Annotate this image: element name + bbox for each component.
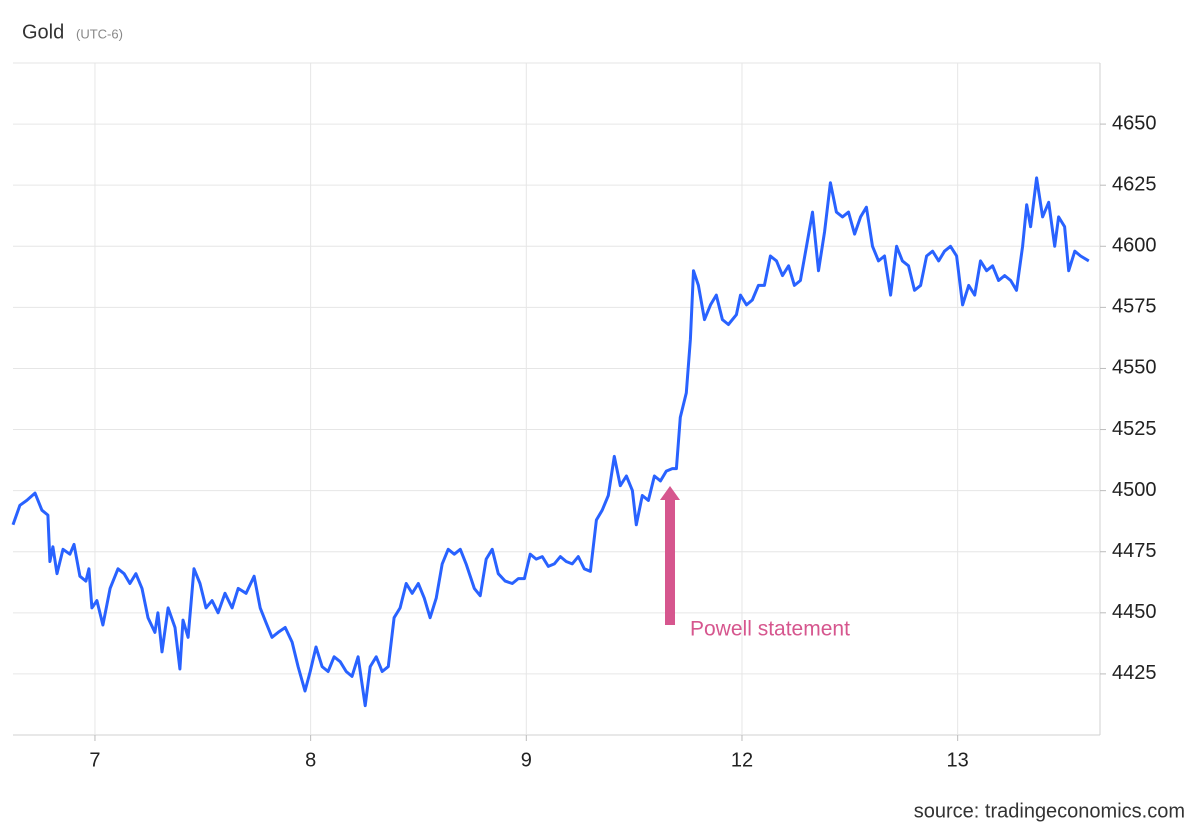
y-tick-label: 4600 [1112,235,1157,257]
annotation-arrow-shaft [665,500,675,625]
y-tick-label: 4525 [1112,418,1157,440]
x-tick-label: 12 [731,749,753,771]
y-tick-label: 4425 [1112,662,1157,684]
y-tick-label: 4500 [1112,479,1157,501]
chart-subtitle: (UTC-6) [76,26,123,41]
x-tick-label: 9 [521,749,532,771]
price-line [11,176,1090,708]
y-tick-label: 4650 [1112,112,1157,134]
source: source: tradingeconomics.com [914,800,1185,822]
y-tick-label: 4450 [1112,601,1157,623]
chart-title: Gold [22,21,64,43]
grid: 4425 4450 4475 4500 4525 4550 4575 4600 4625 4650… [13,63,1157,771]
x-tick-label: 13 [947,749,969,771]
annotation-text: Powell statement [690,618,850,641]
marks [11,176,1090,708]
y-tick-label: 4625 [1112,173,1157,195]
y-tick-label: 4475 [1112,540,1157,562]
annotation-arrow-head [660,486,680,500]
x-tick-label: 7 [89,749,100,771]
y-tick-label: 4575 [1112,296,1157,318]
y-tick-label: 4550 [1112,357,1157,379]
x-tick-label: 8 [305,749,316,771]
